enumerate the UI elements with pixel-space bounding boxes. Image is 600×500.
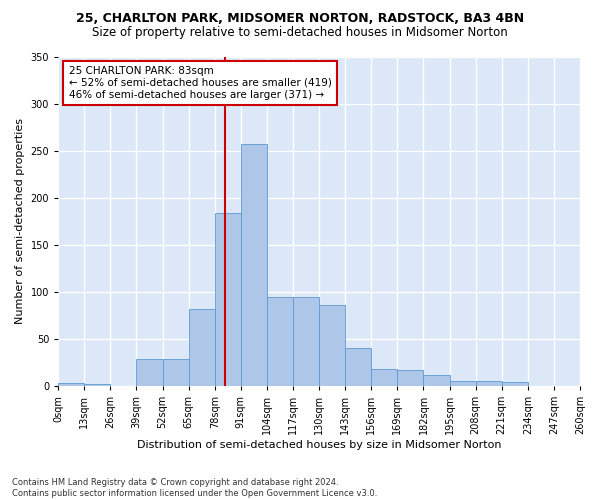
Bar <box>215 213 241 386</box>
Bar <box>580 383 600 386</box>
X-axis label: Distribution of semi-detached houses by size in Midsomer Norton: Distribution of semi-detached houses by … <box>137 440 502 450</box>
Bar <box>424 374 449 386</box>
Bar <box>371 369 397 386</box>
Bar <box>293 296 319 386</box>
Bar <box>188 309 215 386</box>
Text: Contains HM Land Registry data © Crown copyright and database right 2024.
Contai: Contains HM Land Registry data © Crown c… <box>12 478 377 498</box>
Bar <box>267 296 293 386</box>
Y-axis label: Number of semi-detached properties: Number of semi-detached properties <box>15 118 25 324</box>
Bar <box>163 358 188 386</box>
Text: Size of property relative to semi-detached houses in Midsomer Norton: Size of property relative to semi-detach… <box>92 26 508 39</box>
Bar <box>84 384 110 386</box>
Text: 25 CHARLTON PARK: 83sqm
← 52% of semi-detached houses are smaller (419)
46% of s: 25 CHARLTON PARK: 83sqm ← 52% of semi-de… <box>68 66 332 100</box>
Bar <box>476 382 502 386</box>
Text: 25, CHARLTON PARK, MIDSOMER NORTON, RADSTOCK, BA3 4BN: 25, CHARLTON PARK, MIDSOMER NORTON, RADS… <box>76 12 524 26</box>
Bar <box>449 382 476 386</box>
Bar <box>319 305 345 386</box>
Bar <box>136 358 163 386</box>
Bar <box>58 383 84 386</box>
Bar <box>345 348 371 386</box>
Bar <box>397 370 424 386</box>
Bar <box>502 382 528 386</box>
Bar <box>241 144 267 386</box>
